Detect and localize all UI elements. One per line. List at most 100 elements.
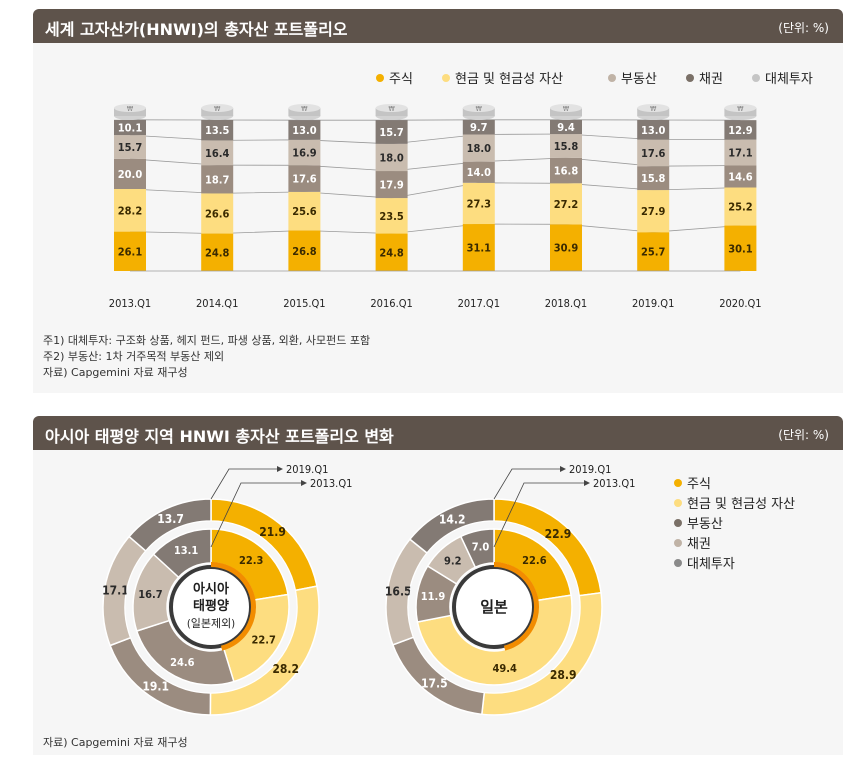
note-line: 주2) 부동산: 1차 거주목적 부동산 제외 — [43, 350, 225, 363]
bar-segment — [637, 190, 670, 233]
ring-label-inner: 2013.Q1 — [310, 477, 352, 490]
bar-segment — [550, 224, 582, 271]
bar-segment — [724, 187, 757, 226]
bar-segment — [288, 120, 321, 140]
donut-chart: 21.9 28.2 19.1 17.1 13.7 22.3 22.7 24.6 16.7 13.1… — [102, 463, 352, 716]
bar-segment — [201, 233, 234, 271]
legend-label: 부동산 — [621, 72, 657, 87]
callout-arrow — [277, 466, 283, 472]
legend-label: 대체투자 — [765, 72, 813, 87]
donut-chart-notes: 자료) Capgemini 자료 재구성 — [43, 735, 188, 751]
bar-value-label: 15.7 — [379, 126, 404, 139]
bar-value-label: 9.7 — [470, 121, 488, 134]
bar-segment — [462, 224, 495, 271]
bar-segment — [637, 139, 670, 167]
bar-segment — [114, 135, 146, 159]
bar-segment — [288, 139, 321, 166]
bar-segment — [201, 165, 234, 194]
x-tick-label: 2015.Q1 — [283, 297, 325, 310]
bar-stack: 24.8 26.6 18.7 16.4 13.5 ₩ — [201, 104, 234, 271]
legend-label: 주식 — [389, 72, 413, 87]
bar-segment — [201, 120, 234, 141]
bar-value-label: 26.8 — [292, 245, 317, 258]
bar-segment — [637, 120, 670, 140]
bar-segment — [637, 232, 670, 271]
x-tick-label: 2013.Q1 — [109, 297, 151, 310]
bar-chart-legend: 주식 현금 및 현금성 자산 부동산 채권 대체투자 — [0, 68, 863, 88]
callout-line-inner — [210, 482, 301, 548]
bar-value-label: 16.9 — [292, 147, 317, 160]
callout-line-outer — [210, 468, 277, 500]
legend-swatch — [686, 74, 694, 82]
legend-swatch — [442, 74, 450, 82]
won-icon: ₩ — [301, 105, 308, 113]
donut-value-label: 13.1 — [174, 544, 199, 557]
legend-label: 대체투자 — [687, 557, 735, 572]
bar-value-label: 17.9 — [379, 179, 404, 192]
section-unit-2: (단위: %) — [778, 428, 829, 442]
bar-segment — [114, 231, 146, 271]
donut-value-label: 17.5 — [421, 676, 448, 690]
won-icon: ₩ — [476, 105, 483, 113]
x-tick-label: 2020.Q1 — [719, 297, 761, 310]
bar-cap-top — [201, 104, 234, 112]
bar-chart-panel — [33, 43, 843, 393]
bar-cap-top — [462, 104, 495, 112]
legend-swatch — [674, 479, 682, 487]
bar-cap-top — [288, 104, 321, 112]
bar-segment — [462, 161, 495, 183]
bar-value-label: 12.9 — [728, 124, 753, 137]
bar-value-label: 15.8 — [554, 140, 579, 153]
ring-label-outer: 2019.Q1 — [569, 463, 611, 476]
bar-value-label: 14.6 — [728, 170, 753, 183]
stacked-bar-chart: 26.1 28.2 20.0 15.7 10.1 ₩2013.Q1 24.8 26.6 18.7… — [109, 104, 762, 310]
section-header-1: 세계 고자산가(HNWI)의 총자산 포트폴리오 (단위: %) — [33, 9, 843, 43]
bar-segment — [375, 233, 408, 271]
legend-swatch — [674, 519, 682, 527]
bar-value-label: 28.2 — [118, 204, 143, 217]
bar-segment — [462, 182, 495, 225]
bar-segment — [201, 193, 234, 234]
bar-cap-top — [637, 104, 670, 112]
donut-chart-legend: 주식 현금 및 현금성 자산 부동산 채권 대체투자 — [674, 473, 854, 573]
center-accent-arc — [211, 562, 257, 651]
bar-segment — [724, 165, 757, 188]
bar-value-label: 27.3 — [467, 197, 492, 210]
section-title-2: 아시아 태평양 지역 HNWI 총자산 포트폴리오 변화 — [45, 427, 394, 446]
legend-item: 현금 및 현금성 자산 — [674, 493, 795, 512]
donut-value-label: 19.1 — [142, 680, 169, 694]
x-tick-label: 2018.Q1 — [545, 297, 587, 310]
bar-value-label: 23.5 — [379, 210, 404, 223]
donut-slice — [152, 528, 212, 579]
bar-value-label: 17.1 — [728, 147, 753, 160]
bar-value-label: 25.2 — [728, 201, 753, 214]
bar-cap-top — [550, 104, 582, 112]
ring-label-inner: 2013.Q1 — [593, 477, 635, 490]
bar-value-label: 20.0 — [118, 168, 143, 181]
bar-segment — [637, 166, 670, 191]
legend-swatch — [608, 74, 616, 82]
donut-value-label: 28.2 — [272, 662, 299, 676]
bar-segment — [550, 119, 582, 135]
donut-center-label: 아시아 — [193, 581, 229, 597]
donut-value-label: 22.3 — [239, 554, 264, 567]
bar-stack: 26.8 25.6 17.6 16.9 13.0 ₩ — [288, 104, 321, 271]
bar-stack: 31.1 27.3 14.0 18.0 9.7 ₩ — [462, 104, 495, 271]
ring-gap — [408, 521, 580, 693]
donut-value-label: 24.6 — [170, 656, 195, 669]
note-line: 자료) Capgemini 자료 재구성 — [43, 366, 188, 379]
bar-segment — [114, 158, 146, 190]
x-tick-label: 2017.Q1 — [458, 297, 500, 310]
bar-segment — [724, 120, 757, 140]
donut-value-label: 21.9 — [259, 525, 286, 539]
donut-center-label: (일본제외) — [187, 616, 235, 630]
x-tick-label: 2016.Q1 — [370, 297, 412, 310]
bar-value-label: 25.7 — [641, 246, 666, 259]
note-line: 자료) Capgemini 자료 재구성 — [43, 736, 188, 749]
donut-slice — [128, 498, 212, 552]
bar-value-label: 15.8 — [641, 172, 666, 185]
donut-slice — [459, 528, 495, 569]
bar-value-label: 25.6 — [292, 205, 317, 218]
bar-segment — [724, 225, 757, 271]
bar-segment — [550, 183, 582, 225]
